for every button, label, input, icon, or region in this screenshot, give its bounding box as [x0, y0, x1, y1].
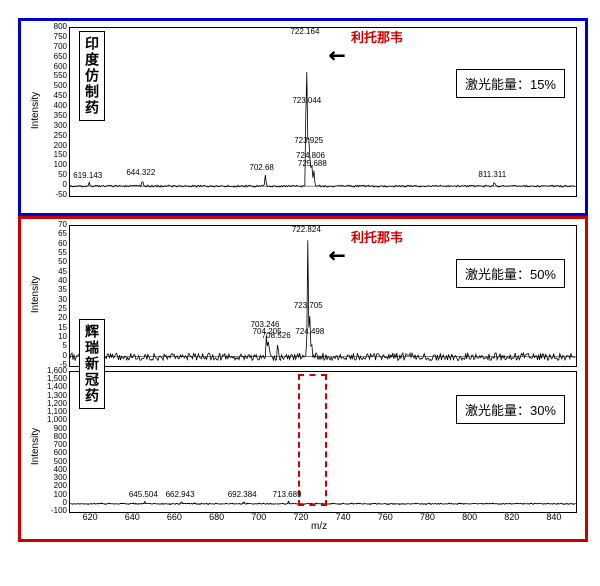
peak-label: 644.322 [126, 168, 155, 177]
x-tick-label: 660 [159, 512, 189, 522]
y-tick-label: 30 [39, 295, 67, 304]
y-tick-label: 350 [39, 111, 67, 120]
figure-container: Intensity 印度仿制药 激光能量：15% 利托那韦 ↙ -5005010… [10, 10, 590, 576]
y-tick-label: 1,500 [39, 374, 67, 383]
y-tick-label: 50 [39, 170, 67, 179]
y-tick-label: 65 [39, 229, 67, 238]
y-tick-label: 1,300 [39, 391, 67, 400]
x-axis-label: m/z [311, 521, 327, 532]
y-tick-label: 100 [39, 160, 67, 169]
y-tick-label: 1,200 [39, 399, 67, 408]
y-tick-label: 400 [39, 465, 67, 474]
y-tick-label: 0 [39, 351, 67, 360]
peak-label: 692.384 [228, 490, 257, 499]
peak-label: 722.164 [290, 27, 319, 36]
y-tick-label: 800 [39, 432, 67, 441]
y-tick-label: 400 [39, 101, 67, 110]
x-tick-label: 780 [412, 512, 442, 522]
y-tick-label: 600 [39, 448, 67, 457]
y-tick-label: 900 [39, 424, 67, 433]
peak-label: 713.689 [273, 490, 302, 499]
y-tick-label: 800 [39, 22, 67, 31]
panel-top: Intensity 印度仿制药 激光能量：15% 利托那韦 ↙ -5005010… [18, 18, 588, 216]
y-tick-label: 1,000 [39, 415, 67, 424]
y-tick-label: 700 [39, 440, 67, 449]
peak-annotation-top: 利托那韦 [351, 27, 403, 46]
y-tick-label: 100 [39, 490, 67, 499]
y-tick-label: 45 [39, 267, 67, 276]
energy-box-mid: 激光能量：50% [456, 259, 565, 288]
peak-label: 662.943 [166, 490, 195, 499]
dashed-region [298, 374, 327, 506]
y-tick-label: 50 [39, 257, 67, 266]
y-tick-label: 25 [39, 304, 67, 313]
y-tick-label: 60 [39, 239, 67, 248]
peak-label: 723.044 [292, 96, 321, 105]
energy-box-top: 激光能量：15% [456, 69, 565, 98]
peak-label: 708.526 [262, 331, 291, 340]
y-tick-label: -100 [39, 506, 67, 515]
x-tick-label: 840 [539, 512, 569, 522]
y-tick-label: 600 [39, 62, 67, 71]
y-tick-label: 750 [39, 32, 67, 41]
y-tick-label: 10 [39, 332, 67, 341]
peak-label: 619.143 [73, 171, 102, 180]
y-tick-label: 300 [39, 473, 67, 482]
peak-label: 723.705 [294, 301, 323, 310]
y-tick-label: 35 [39, 285, 67, 294]
peak-label: 811.311 [478, 170, 506, 179]
plot-area-mid [69, 225, 577, 367]
y-tick-label: 55 [39, 248, 67, 257]
peak-label: 722.824 [292, 225, 321, 234]
y-tick-label: 15 [39, 323, 67, 332]
y-tick-label: 300 [39, 121, 67, 130]
y-tick-label: 550 [39, 71, 67, 80]
y-tick-label: 500 [39, 81, 67, 90]
y-tick-label: 700 [39, 42, 67, 51]
side-label-bot: 辉瑞新冠药 [79, 319, 105, 409]
y-tick-label: 20 [39, 313, 67, 322]
x-tick-label: 800 [455, 512, 485, 522]
x-tick-label: 760 [370, 512, 400, 522]
y-tick-label: 70 [39, 220, 67, 229]
y-tick-label: 1,600 [39, 366, 67, 375]
panel-bottom: Intensity 激光能量：50% 利托那韦 ↙ -5051015202530… [18, 216, 588, 542]
peak-label: 723.925 [294, 136, 323, 145]
peak-label: 725.688 [298, 159, 327, 168]
y-tick-label: 500 [39, 457, 67, 466]
x-tick-label: 820 [497, 512, 527, 522]
y-tick-label: -50 [39, 190, 67, 199]
y-tick-label: 250 [39, 131, 67, 140]
y-tick-label: 200 [39, 141, 67, 150]
peak-label: 645.504 [129, 490, 158, 499]
x-tick-label: 740 [328, 512, 358, 522]
y-tick-label: 40 [39, 276, 67, 285]
energy-box-bot: 激光能量：30% [456, 395, 565, 424]
y-tick-label: 5 [39, 341, 67, 350]
x-tick-label: 640 [117, 512, 147, 522]
y-tick-label: 1,100 [39, 407, 67, 416]
peak-label: 702.68 [249, 163, 273, 172]
x-tick-label: 700 [244, 512, 274, 522]
y-tick-label: 0 [39, 498, 67, 507]
y-tick-label: 150 [39, 150, 67, 159]
y-tick-label: 650 [39, 52, 67, 61]
y-tick-label: 450 [39, 91, 67, 100]
side-label-top: 印度仿制药 [79, 31, 105, 121]
peak-annotation-mid: 利托那韦 [351, 227, 403, 246]
x-tick-label: 620 [75, 512, 105, 522]
y-tick-label: 0 [39, 180, 67, 189]
spectrum-mid [70, 226, 576, 366]
x-tick-label: 680 [202, 512, 232, 522]
peak-label: 724.498 [295, 327, 324, 336]
y-tick-label: 200 [39, 481, 67, 490]
y-tick-label: 1,400 [39, 382, 67, 391]
